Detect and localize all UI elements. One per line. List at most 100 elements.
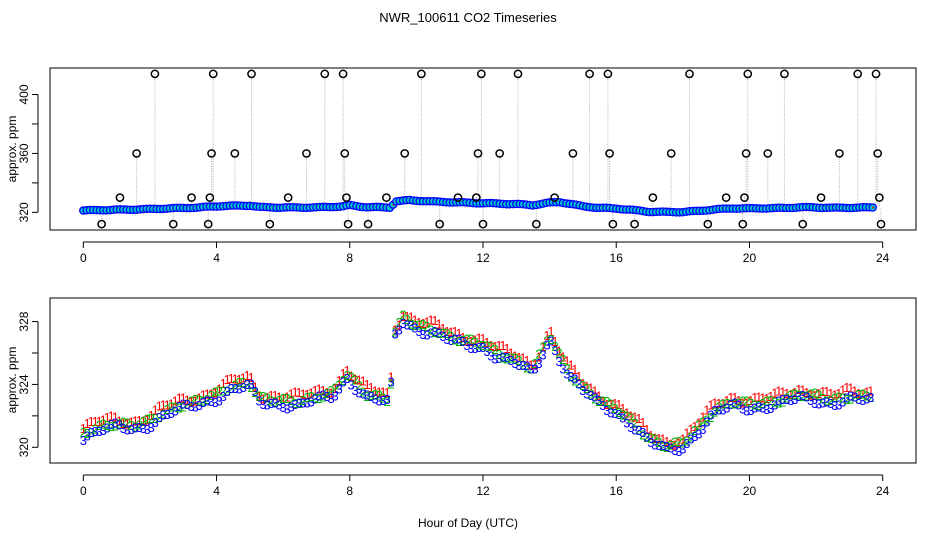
series-1-marker: 1	[567, 357, 574, 372]
series-1-marker: 1	[200, 387, 207, 402]
spike-point	[230, 149, 240, 158]
series-1-marker: 1	[439, 321, 446, 336]
series-2-marker: 2	[591, 391, 598, 406]
series-2-marker: 2	[419, 317, 426, 332]
series-3-marker: 3	[555, 354, 562, 369]
series-2-marker: 2	[415, 317, 422, 332]
series-1-marker: 1	[823, 384, 830, 399]
series-1-marker: 1	[144, 412, 151, 427]
series-2-marker: 2	[515, 353, 522, 368]
series-1-marker: 1	[671, 437, 678, 452]
spike-point	[780, 69, 789, 79]
series-3-marker: 3	[543, 337, 550, 352]
series-2-marker: 2	[367, 388, 374, 403]
series-1-marker: 1	[519, 350, 526, 365]
spike-point	[417, 69, 426, 79]
series-3-marker: 3	[627, 420, 634, 435]
series-3-marker: 3	[579, 383, 586, 398]
series-1-marker: 1	[300, 386, 307, 401]
series-2-marker: 2	[779, 394, 786, 409]
series-1-marker: 1	[583, 379, 590, 394]
series-1-marker: 1	[779, 384, 786, 399]
series-3-marker: 3	[236, 381, 243, 396]
series-3-marker: 3	[184, 397, 191, 412]
series-1-marker: 1	[120, 416, 127, 431]
spike-point	[302, 149, 311, 158]
series-2-marker: 2	[587, 386, 594, 401]
series-2-marker: 2	[80, 425, 87, 440]
series-3-marker: 3	[164, 407, 171, 422]
series-2-marker: 2	[296, 396, 303, 411]
series-1-marker: 1	[343, 363, 350, 378]
series-1-marker: 1	[803, 385, 810, 400]
bottom-panel: approx. ppm Hour of Day (UTC) 0 4 8 12 16 20 2…	[5, 297, 917, 530]
series-3-marker: 3	[711, 403, 718, 418]
series-2-marker: 2	[112, 418, 119, 433]
series-3-marker: 3	[607, 406, 614, 421]
spike-point	[608, 219, 618, 229]
series-3-marker: 3	[539, 348, 546, 363]
series-1-marker: 1	[276, 390, 283, 405]
series-1-marker: 1	[443, 324, 450, 339]
series-2-marker: 2	[691, 423, 698, 438]
series-3-marker: 3	[383, 392, 390, 407]
series-2-marker: 2	[819, 391, 826, 406]
top-panel: approx. ppm 0 4 8 12 16 20 24 320 360 400	[5, 67, 917, 265]
series-2-marker: 2	[439, 325, 446, 340]
series-3-marker: 3	[156, 410, 163, 425]
series-1-marker: 1	[687, 422, 694, 437]
series-3-marker: 3	[216, 393, 223, 408]
series-2-marker: 2	[312, 390, 319, 405]
x-tick-label: 0	[80, 251, 87, 265]
series-2-marker: 2	[643, 430, 650, 445]
series-3-marker: 3	[244, 377, 251, 392]
series-3-marker: 3	[367, 389, 374, 404]
series-2-marker: 2	[535, 346, 542, 361]
series-2-marker: 2	[471, 334, 478, 349]
series-2-marker: 2	[264, 391, 271, 406]
series-3-marker: 3	[735, 398, 742, 413]
series-3-marker: 3	[839, 395, 846, 410]
series-2-marker: 2	[639, 427, 646, 442]
series-1-marker: 1	[843, 380, 850, 395]
series-1-marker: 1	[759, 390, 766, 405]
x-tick-label: 24	[876, 251, 890, 265]
series-3-marker: 3	[363, 388, 370, 403]
series-3-marker: 3	[459, 334, 466, 349]
spike-point	[495, 149, 505, 158]
spike-point	[871, 69, 881, 79]
series-1-marker: 1	[799, 382, 806, 397]
series-1-marker: 1	[292, 384, 299, 399]
series-3-marker: 3	[463, 338, 470, 353]
series-1-marker: 1	[587, 381, 594, 396]
series-2-marker: 2	[96, 418, 103, 433]
series-3-marker: 3	[288, 400, 295, 415]
series-2-marker: 2	[595, 394, 602, 409]
series-1-marker: 1	[711, 396, 718, 411]
series-3-marker: 3	[831, 398, 838, 413]
series-3-marker: 3	[611, 406, 618, 421]
spike-point	[743, 69, 753, 79]
series-2-marker: 2	[272, 394, 279, 409]
series-1-marker: 1	[216, 381, 223, 396]
series-1-marker: 1	[675, 435, 682, 450]
series-2-marker: 2	[339, 373, 346, 388]
spike-point	[568, 149, 578, 158]
series-1-marker: 1	[88, 414, 95, 429]
series-1-marker: 1	[224, 372, 231, 387]
series-1-marker: 1	[172, 393, 179, 408]
series-2-marker: 2	[387, 377, 394, 392]
series-2-marker: 2	[563, 361, 570, 376]
series-1-marker: 1	[347, 368, 354, 383]
series-2-marker: 2	[212, 385, 219, 400]
series-2-marker: 2	[100, 417, 107, 432]
series-3-marker: 3	[779, 392, 786, 407]
series-1-marker: 1	[324, 385, 331, 400]
series-2-marker: 2	[615, 405, 622, 420]
series-1-marker: 1	[351, 372, 358, 387]
series-2-marker: 2	[443, 326, 450, 341]
series-3-marker: 3	[339, 374, 346, 389]
series-2-marker: 2	[783, 391, 790, 406]
series-3-marker: 3	[699, 422, 706, 437]
series-3-marker: 3	[144, 422, 151, 437]
